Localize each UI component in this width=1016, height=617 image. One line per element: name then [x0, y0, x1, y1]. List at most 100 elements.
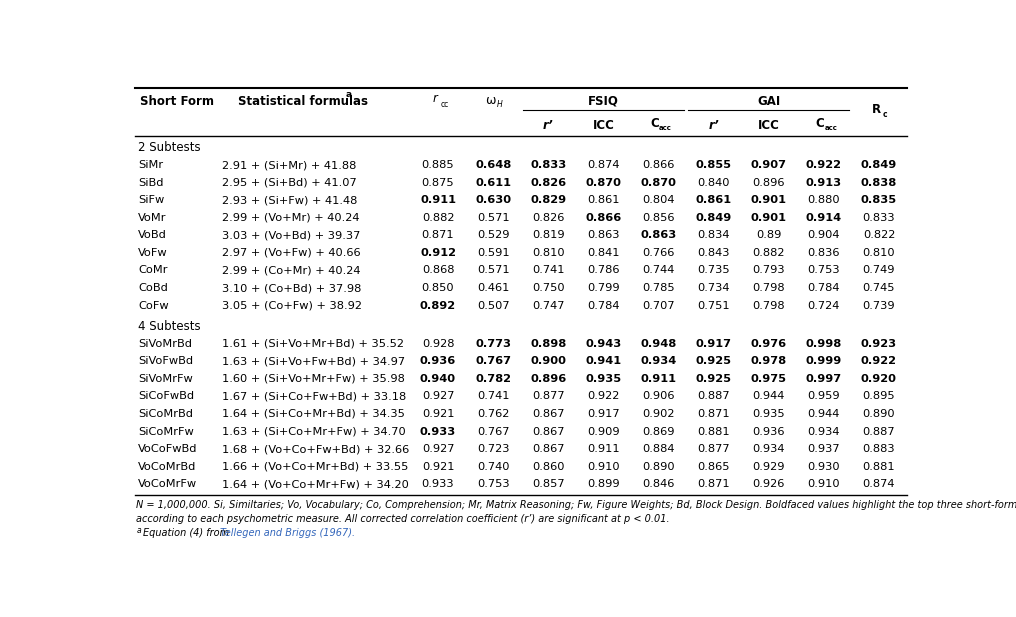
Text: 0.914: 0.914	[806, 213, 842, 223]
Text: 0.975: 0.975	[751, 374, 786, 384]
Text: 0.773: 0.773	[475, 339, 511, 349]
Text: N = 1,000,000. Si, Similtaries; Vo, Vocabulary; Co, Comprehension; Mr, Matrix Re: N = 1,000,000. Si, Similtaries; Vo, Voca…	[136, 500, 1016, 510]
Text: 0.762: 0.762	[477, 409, 509, 419]
Text: 0.911: 0.911	[640, 374, 677, 384]
Text: 0.927: 0.927	[422, 444, 454, 454]
Text: 0.934: 0.934	[753, 444, 785, 454]
Text: 3.10 + (Co+Bd) + 37.98: 3.10 + (Co+Bd) + 37.98	[221, 283, 361, 293]
Text: H: H	[497, 100, 502, 109]
Text: a: a	[345, 90, 352, 99]
Text: 0.840: 0.840	[697, 178, 729, 188]
Text: 0.836: 0.836	[808, 248, 840, 258]
Text: SiBd: SiBd	[138, 178, 164, 188]
Text: 0.912: 0.912	[420, 248, 456, 258]
Text: 0.753: 0.753	[808, 265, 840, 275]
Text: 0.865: 0.865	[697, 462, 729, 472]
Text: 0.890: 0.890	[863, 409, 895, 419]
Text: 0.611: 0.611	[475, 178, 511, 188]
Text: 0.871: 0.871	[422, 230, 454, 241]
Text: 2 Subtests: 2 Subtests	[138, 141, 200, 154]
Text: 0.855: 0.855	[696, 160, 732, 170]
Text: SiFw: SiFw	[138, 195, 165, 205]
Text: 0.846: 0.846	[642, 479, 675, 489]
Text: 0.507: 0.507	[477, 300, 509, 310]
Text: 0.887: 0.887	[863, 426, 895, 437]
Text: 0.861: 0.861	[587, 195, 620, 205]
Text: r: r	[433, 93, 437, 106]
Text: 0.875: 0.875	[422, 178, 454, 188]
Text: 0.863: 0.863	[640, 230, 677, 241]
Text: SiCoMrBd: SiCoMrBd	[138, 409, 193, 419]
Text: according to each psychometric measure. All corrected correlation coefficient (r: according to each psychometric measure. …	[136, 514, 671, 524]
Text: 0.910: 0.910	[587, 462, 620, 472]
Text: Statistical formulas: Statistical formulas	[238, 95, 368, 108]
Text: 0.917: 0.917	[587, 409, 620, 419]
Text: 0.822: 0.822	[863, 230, 895, 241]
Text: 0.941: 0.941	[585, 356, 622, 366]
Text: 0.744: 0.744	[642, 265, 675, 275]
Text: 0.948: 0.948	[640, 339, 677, 349]
Text: 1.63 + (Si+Co+Mr+Fw) + 34.70: 1.63 + (Si+Co+Mr+Fw) + 34.70	[221, 426, 405, 437]
Text: 0.784: 0.784	[587, 300, 620, 310]
Text: acc: acc	[825, 125, 837, 131]
Text: 0.838: 0.838	[861, 178, 897, 188]
Text: 0.901: 0.901	[751, 213, 786, 223]
Text: 0.863: 0.863	[587, 230, 620, 241]
Text: 0.933: 0.933	[420, 426, 456, 437]
Text: 0.724: 0.724	[808, 300, 840, 310]
Text: 0.936: 0.936	[420, 356, 456, 366]
Text: 0.829: 0.829	[530, 195, 566, 205]
Text: 0.750: 0.750	[532, 283, 565, 293]
Text: VoBd: VoBd	[138, 230, 167, 241]
Text: 0.753: 0.753	[477, 479, 509, 489]
Text: 0.810: 0.810	[532, 248, 565, 258]
Text: 0.849: 0.849	[696, 213, 732, 223]
Text: 0.870: 0.870	[640, 178, 677, 188]
Text: 0.461: 0.461	[477, 283, 509, 293]
Text: 0.881: 0.881	[697, 426, 729, 437]
Text: 0.926: 0.926	[753, 479, 785, 489]
Text: 0.867: 0.867	[532, 426, 565, 437]
Text: 0.833: 0.833	[863, 213, 895, 223]
Text: 0.591: 0.591	[477, 248, 509, 258]
Text: 1.67 + (Si+Co+Fw+Bd) + 33.18: 1.67 + (Si+Co+Fw+Bd) + 33.18	[221, 391, 406, 402]
Text: 0.835: 0.835	[861, 195, 897, 205]
Text: 0.89: 0.89	[756, 230, 781, 241]
Text: SiVoMrBd: SiVoMrBd	[138, 339, 192, 349]
Text: r’: r’	[543, 118, 554, 131]
Text: 0.741: 0.741	[532, 265, 565, 275]
Text: cc: cc	[440, 100, 448, 109]
Text: 0.944: 0.944	[753, 391, 785, 402]
Text: 0.870: 0.870	[585, 178, 622, 188]
Text: 0.819: 0.819	[532, 230, 565, 241]
Text: 0.923: 0.923	[861, 339, 897, 349]
Text: 1.64 + (Si+Co+Mr+Bd) + 34.35: 1.64 + (Si+Co+Mr+Bd) + 34.35	[221, 409, 404, 419]
Text: 0.849: 0.849	[861, 160, 897, 170]
Text: 0.885: 0.885	[422, 160, 454, 170]
Text: 0.997: 0.997	[806, 374, 842, 384]
Text: 1.68 + (Vo+Co+Fw+Bd) + 32.66: 1.68 + (Vo+Co+Fw+Bd) + 32.66	[221, 444, 408, 454]
Text: 0.874: 0.874	[587, 160, 620, 170]
Text: Tellegen and Briggs (1967).: Tellegen and Briggs (1967).	[219, 528, 355, 539]
Text: 0.937: 0.937	[808, 444, 840, 454]
Text: r’: r’	[708, 118, 719, 131]
Text: SiMr: SiMr	[138, 160, 164, 170]
Text: 1.60 + (Si+Vo+Mr+Fw) + 35.98: 1.60 + (Si+Vo+Mr+Fw) + 35.98	[221, 374, 404, 384]
Text: 0.850: 0.850	[422, 283, 454, 293]
Text: 0.741: 0.741	[477, 391, 509, 402]
Text: 2.91 + (Si+Mr) + 41.88: 2.91 + (Si+Mr) + 41.88	[221, 160, 356, 170]
Text: 0.784: 0.784	[808, 283, 840, 293]
Text: 0.804: 0.804	[642, 195, 675, 205]
Text: CoFw: CoFw	[138, 300, 169, 310]
Text: 0.910: 0.910	[808, 479, 840, 489]
Text: 0.874: 0.874	[863, 479, 895, 489]
Text: 2.93 + (Si+Fw) + 41.48: 2.93 + (Si+Fw) + 41.48	[221, 195, 357, 205]
Text: 0.798: 0.798	[753, 300, 785, 310]
Text: 0.998: 0.998	[806, 339, 842, 349]
Text: 0.898: 0.898	[530, 339, 566, 349]
Text: C: C	[816, 117, 824, 130]
Text: 2.99 + (Vo+Mr) + 40.24: 2.99 + (Vo+Mr) + 40.24	[221, 213, 360, 223]
Text: 0.913: 0.913	[806, 178, 842, 188]
Text: 0.959: 0.959	[808, 391, 840, 402]
Text: 0.933: 0.933	[422, 479, 454, 489]
